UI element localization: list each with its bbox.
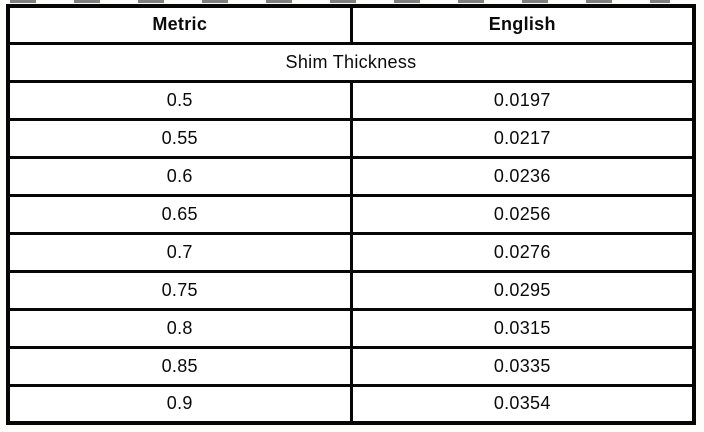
table-header-row: Metric English bbox=[6, 4, 696, 45]
english-value-cell: 0.0315 bbox=[349, 307, 696, 349]
table-row: 0.9 0.0354 bbox=[6, 383, 696, 425]
english-value-cell: 0.0197 bbox=[349, 79, 696, 121]
column-header-metric: Metric bbox=[6, 4, 353, 45]
metric-value-cell: 0.6 bbox=[6, 155, 353, 197]
scan-artifact bbox=[10, 0, 670, 3]
table-row: 0.75 0.0295 bbox=[6, 269, 696, 311]
column-header-english: English bbox=[349, 4, 696, 45]
shim-thickness-table: Metric English Shim Thickness 0.5 0.0197… bbox=[6, 4, 696, 425]
metric-value-cell: 0.7 bbox=[6, 231, 353, 273]
table-row: 0.65 0.0256 bbox=[6, 193, 696, 235]
table-row: 0.85 0.0335 bbox=[6, 345, 696, 387]
english-value-cell: 0.0236 bbox=[349, 155, 696, 197]
metric-value-cell: 0.8 bbox=[6, 307, 353, 349]
metric-value-cell: 0.55 bbox=[6, 117, 353, 159]
table-row: 0.55 0.0217 bbox=[6, 117, 696, 159]
table-row: 0.6 0.0236 bbox=[6, 155, 696, 197]
table-row: 0.5 0.0197 bbox=[6, 79, 696, 121]
english-value-cell: 0.0276 bbox=[349, 231, 696, 273]
english-value-cell: 0.0335 bbox=[349, 345, 696, 387]
table-row: 0.8 0.0315 bbox=[6, 307, 696, 349]
metric-value-cell: 0.5 bbox=[6, 79, 353, 121]
table-title-shim-thickness: Shim Thickness bbox=[6, 41, 696, 83]
metric-value-cell: 0.9 bbox=[6, 383, 353, 425]
table-row: 0.7 0.0276 bbox=[6, 231, 696, 273]
english-value-cell: 0.0295 bbox=[349, 269, 696, 311]
english-value-cell: 0.0256 bbox=[349, 193, 696, 235]
metric-value-cell: 0.85 bbox=[6, 345, 353, 387]
table-span-header-row: Shim Thickness bbox=[6, 41, 696, 83]
english-value-cell: 0.0354 bbox=[349, 383, 696, 425]
metric-value-cell: 0.65 bbox=[6, 193, 353, 235]
metric-value-cell: 0.75 bbox=[6, 269, 353, 311]
english-value-cell: 0.0217 bbox=[349, 117, 696, 159]
